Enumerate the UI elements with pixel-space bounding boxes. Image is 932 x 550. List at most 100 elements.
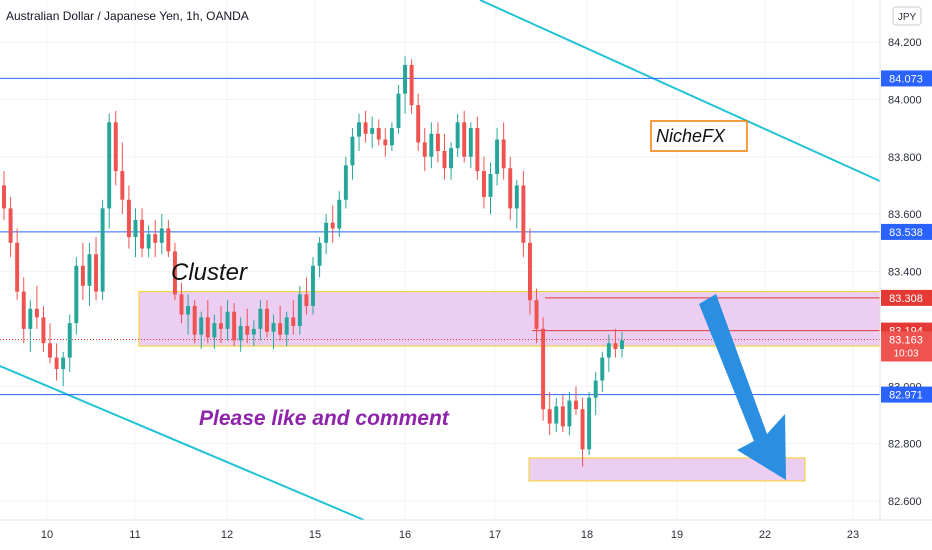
candle-body	[560, 406, 565, 427]
candle-body	[199, 317, 204, 335]
price-tag-label: 84.073	[889, 73, 923, 85]
candle-body	[107, 122, 112, 209]
cluster-label: Cluster	[171, 259, 248, 286]
candle-body	[606, 343, 611, 358]
candle-body	[291, 317, 296, 327]
price-axis[interactable]	[880, 0, 932, 520]
candle-body	[422, 142, 427, 157]
candle-body	[488, 173, 493, 197]
cluster-zone	[138, 290, 881, 347]
candle-body	[475, 128, 480, 172]
last-price-label: 83.163	[889, 334, 923, 346]
candle-body	[34, 308, 39, 318]
candle-body	[370, 128, 375, 134]
candle-body	[324, 222, 329, 243]
candle-body	[126, 199, 131, 238]
x-tick-label: 19	[671, 529, 683, 541]
candle-body	[41, 317, 46, 344]
candle-body	[67, 323, 72, 358]
x-tick-label: 18	[581, 529, 593, 541]
candle-body	[620, 340, 624, 349]
price-tag	[881, 70, 932, 87]
candle-body	[554, 406, 559, 424]
candle-body	[166, 228, 171, 252]
y-tick-label: 83.800	[888, 152, 922, 164]
candle-body	[350, 136, 355, 166]
price-tag-label: 83.538	[889, 227, 923, 239]
candle-body	[113, 122, 118, 172]
x-tick-label: 22	[759, 529, 771, 541]
candle-body	[574, 400, 578, 410]
target-zone	[528, 457, 806, 482]
candle-body	[87, 254, 92, 286]
bearish-arrow	[699, 294, 786, 480]
candle-body	[225, 311, 230, 329]
candle-body	[94, 254, 99, 292]
candle-body	[501, 139, 506, 169]
candle-body	[527, 242, 532, 301]
candle-body	[258, 308, 263, 329]
grid	[0, 41, 880, 502]
candle-body	[21, 291, 26, 329]
candles	[2, 56, 624, 467]
candle-body	[317, 242, 322, 266]
currency-badge[interactable]	[892, 6, 922, 26]
candle-body	[481, 171, 486, 197]
candle-body	[311, 265, 315, 306]
candle-body	[245, 326, 250, 335]
candle-body	[186, 305, 191, 315]
candle-body	[212, 323, 217, 338]
candle-body	[547, 409, 552, 424]
y-tick-label: 82.600	[888, 496, 922, 508]
candle-body	[435, 133, 440, 152]
price-tag-label: 83.308	[889, 293, 923, 305]
price-tag-label: 82.971	[889, 390, 923, 402]
candle-body	[278, 323, 283, 335]
y-tick-label: 82.800	[888, 439, 922, 451]
candle-body	[140, 219, 145, 249]
candle-body	[205, 317, 210, 338]
price-tag	[881, 386, 932, 403]
candle-body	[80, 265, 85, 286]
price-tag	[881, 223, 932, 240]
price-tags: 84.07383.53883.30883.19482.97183.16310:0…	[881, 70, 932, 403]
candle-body	[580, 409, 585, 450]
currency-badge-label: JPY	[898, 12, 917, 23]
candle-body	[74, 265, 79, 324]
candle-body	[271, 323, 276, 332]
y-tick-label: 83.400	[888, 267, 922, 279]
candle-body	[600, 357, 605, 381]
candle-body	[508, 168, 513, 209]
candle-body	[179, 294, 184, 315]
y-tick-label: 83.600	[888, 209, 922, 221]
lower-trendline	[0, 365, 365, 521]
candle-body	[468, 128, 473, 157]
trendlines	[0, 0, 883, 521]
price-levels	[0, 77, 880, 396]
last-price-tag	[881, 331, 932, 362]
candle-body	[409, 64, 414, 106]
time-axis[interactable]	[0, 520, 880, 550]
price-tag	[881, 289, 932, 306]
nichefx-label: NicheFX	[656, 126, 726, 146]
candle-body	[61, 357, 66, 370]
candle-body	[567, 400, 572, 427]
candle-body	[265, 308, 269, 332]
x-tick-label: 23	[847, 529, 859, 541]
candle-body	[396, 93, 401, 129]
x-tick-labels: 10 11 12 15 16 17 18 19 22 23	[41, 529, 859, 541]
candle-body	[462, 122, 467, 157]
candle-body	[28, 308, 33, 329]
candle-body	[218, 323, 223, 329]
arrow-group	[699, 294, 786, 480]
candle-body	[120, 171, 125, 200]
candle-body	[429, 133, 434, 157]
candle-body	[304, 294, 309, 306]
candle-body	[284, 317, 289, 335]
x-tick-label: 17	[489, 529, 501, 541]
candle-body	[376, 128, 381, 140]
candle-body	[8, 208, 13, 243]
candle-body	[455, 122, 460, 149]
candle-body	[416, 105, 421, 143]
